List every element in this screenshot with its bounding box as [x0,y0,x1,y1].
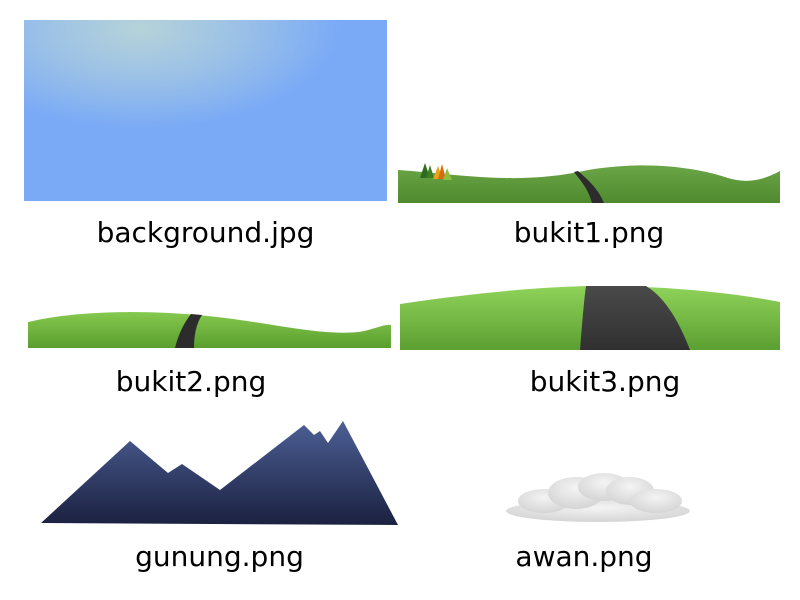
mountain-picture [41,421,398,525]
bukit3-image [400,284,780,350]
sky-picture [24,20,387,201]
close-hill-with-road-picture [400,286,780,350]
awan-image [504,471,692,524]
gunung-image [41,419,398,525]
caption-awan: awan.png [515,540,653,573]
caption-bukit1: bukit1.png [513,216,665,249]
bukit1-image [398,160,780,203]
hill-with-road-picture [28,312,391,348]
caption-bukit3: bukit3.png [529,365,681,398]
caption-background: background.jpg [96,216,315,249]
hill-with-trees-picture [398,163,780,203]
bukit2-image [28,310,391,348]
cloud-picture [506,473,690,522]
tree-cluster [420,163,452,180]
caption-bukit2: bukit2.png [115,365,267,398]
background-image [24,20,387,201]
caption-gunung: gunung.png [135,540,304,573]
